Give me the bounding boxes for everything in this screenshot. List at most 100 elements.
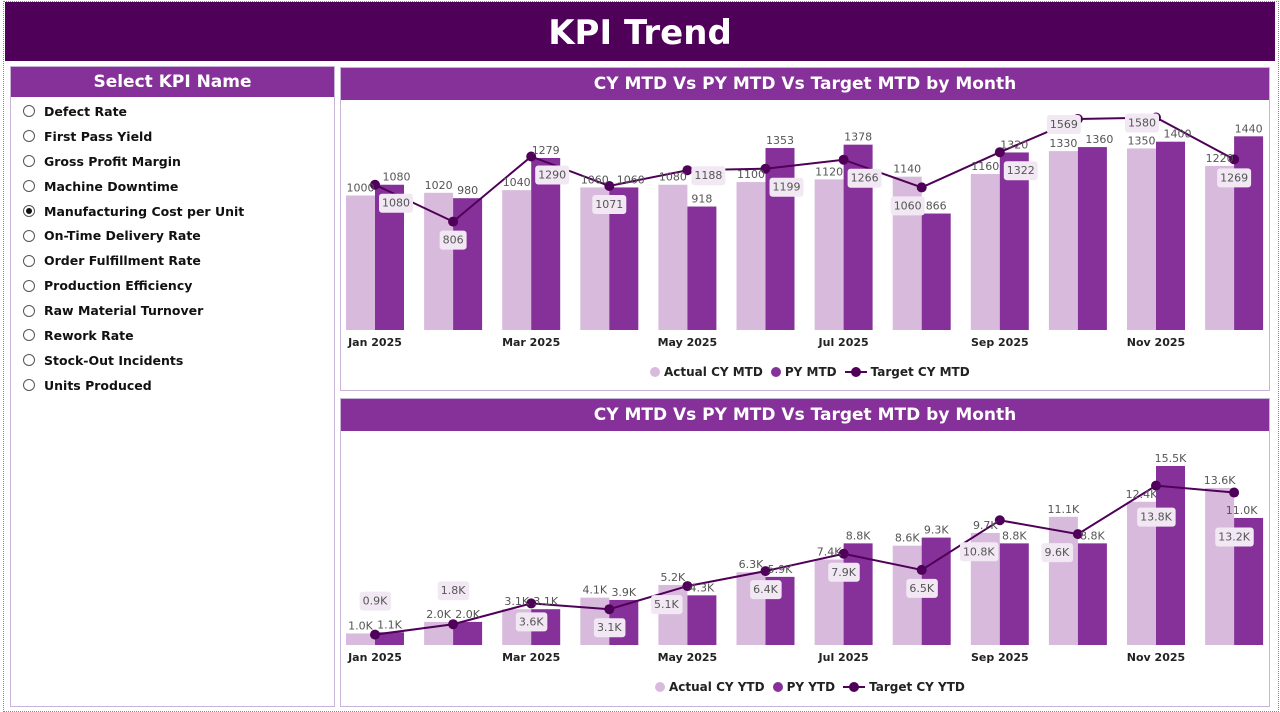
bar-actual (970, 173, 1000, 330)
radio-button[interactable] (23, 155, 35, 168)
label-actual: 4.1K (582, 584, 607, 597)
kpi-option-label: Rework Rate (44, 327, 134, 343)
bar-actual (1048, 151, 1078, 330)
legend-py[interactable]: PY MTD (770, 365, 837, 379)
bar-py (375, 632, 404, 645)
legend-actual[interactable]: Actual CY YTD (655, 680, 765, 694)
bar-actual (658, 184, 688, 330)
label-target-box (1046, 114, 1081, 134)
legend-target-marker (844, 367, 867, 377)
label-target: 1269 (1220, 171, 1248, 184)
bar-actual (1127, 148, 1156, 330)
bar-actual (346, 633, 375, 645)
kpi-option[interactable]: Units Produced (23, 373, 334, 398)
kpi-option[interactable]: Production Efficiency (23, 273, 334, 298)
label-py: 8.8K (1002, 529, 1027, 542)
kpi-option[interactable]: Machine Downtime (23, 174, 334, 199)
label-target-box (1217, 168, 1252, 188)
label-actual: 1220 (1206, 152, 1234, 165)
label-py: 1060 (617, 173, 645, 186)
label-py: 918 (691, 193, 712, 206)
kpi-option-label: First Pass Yield (44, 128, 153, 144)
radio-button[interactable] (23, 304, 35, 317)
target-point (916, 564, 927, 575)
bar-py (999, 543, 1029, 645)
kpi-option[interactable]: Order Fulfillment Rate (23, 248, 334, 273)
label-actual: 1160 (971, 160, 999, 173)
label-target-box (437, 581, 470, 601)
label-actual: 8.6K (895, 532, 920, 545)
legend-actual[interactable]: Actual CY MTD (650, 365, 763, 379)
legend-target[interactable]: Target CY YTD (843, 680, 965, 694)
kpi-option[interactable]: Rework Rate (23, 323, 334, 348)
radio-button[interactable] (23, 379, 35, 392)
radio-button[interactable] (23, 279, 35, 292)
bar-py (687, 206, 717, 330)
legend-py-label: PY YTD (786, 680, 836, 694)
x-tick-label: Nov 2025 (1127, 651, 1185, 664)
radio-button[interactable] (23, 130, 35, 143)
label-target: 3.1K (597, 621, 622, 634)
label-actual: 1.0K (348, 619, 373, 632)
legend-target-marker (843, 682, 866, 692)
label-target: 1071 (595, 198, 623, 211)
legend-py-label: PY MTD (784, 365, 837, 379)
label-target-box (1137, 507, 1176, 527)
kpi-option[interactable]: Defect Rate (23, 99, 334, 124)
radio-button[interactable] (23, 354, 35, 367)
bar-py (843, 543, 873, 645)
kpi-option-label: Defect Rate (44, 103, 128, 119)
bar-py (1077, 543, 1107, 645)
radio-button[interactable] (23, 229, 35, 242)
kpi-option-label: Units Produced (44, 377, 152, 393)
label-actual: 3.1K (504, 595, 529, 608)
kpi-option-label: Raw Material Turnover (44, 303, 204, 319)
label-actual: 1120 (815, 165, 843, 178)
target-point (838, 154, 849, 165)
label-target: 3.6K (519, 615, 544, 628)
radio-button[interactable] (23, 180, 35, 193)
radio-button[interactable] (23, 329, 35, 342)
kpi-option[interactable]: On-Time Delivery Rate (23, 223, 334, 248)
label-target-box (959, 542, 999, 562)
label-target: 1188 (694, 169, 722, 182)
label-actual: 5.2K (661, 571, 686, 584)
label-target-box (1125, 113, 1159, 133)
label-actual: 9.7K (973, 519, 998, 532)
label-py: 5.9K (768, 563, 793, 576)
label-py: 1400 (1164, 128, 1192, 141)
kpi-option[interactable]: Stock-Out Incidents (23, 348, 334, 373)
label-py: 3.9K (611, 586, 636, 599)
label-target-box (1041, 543, 1074, 563)
target-point (1229, 487, 1240, 498)
label-target: 1569 (1050, 118, 1078, 131)
bar-actual (1205, 165, 1235, 330)
label-target: 13.2K (1218, 531, 1250, 544)
label-target: 6.4K (753, 583, 778, 596)
legend-py-marker (772, 682, 783, 692)
kpi-option[interactable]: First Pass Yield (23, 124, 334, 149)
label-target-box (439, 230, 467, 250)
target-point (1072, 529, 1083, 540)
radio-button[interactable] (23, 205, 35, 217)
label-target-box (847, 168, 882, 188)
legend-target[interactable]: Target CY MTD (844, 365, 970, 379)
ytd-legend: Actual CY YTD PY YTD Target CY YTD (655, 680, 965, 694)
kpi-option[interactable]: Manufacturing Cost per Unit (23, 199, 334, 224)
label-py: 1080 (383, 171, 411, 184)
radio-button[interactable] (23, 105, 35, 118)
target-point (838, 548, 849, 559)
kpi-option[interactable]: Gross Profit Margin (23, 149, 334, 174)
target-point (604, 604, 615, 615)
slicer-title: Select KPI Name (11, 67, 334, 97)
radio-button[interactable] (23, 254, 35, 267)
label-py: 1360 (1085, 133, 1113, 146)
kpi-option[interactable]: Raw Material Turnover (23, 298, 334, 323)
kpi-option-label: Production Efficiency (44, 278, 193, 294)
label-target-box (593, 618, 626, 638)
legend-py[interactable]: PY YTD (772, 680, 836, 694)
x-tick-label: Mar 2025 (502, 336, 560, 349)
target-point (994, 515, 1005, 526)
mtd-chart-panel: CY MTD Vs PY MTD Vs Target MTD by Month (340, 67, 1270, 391)
